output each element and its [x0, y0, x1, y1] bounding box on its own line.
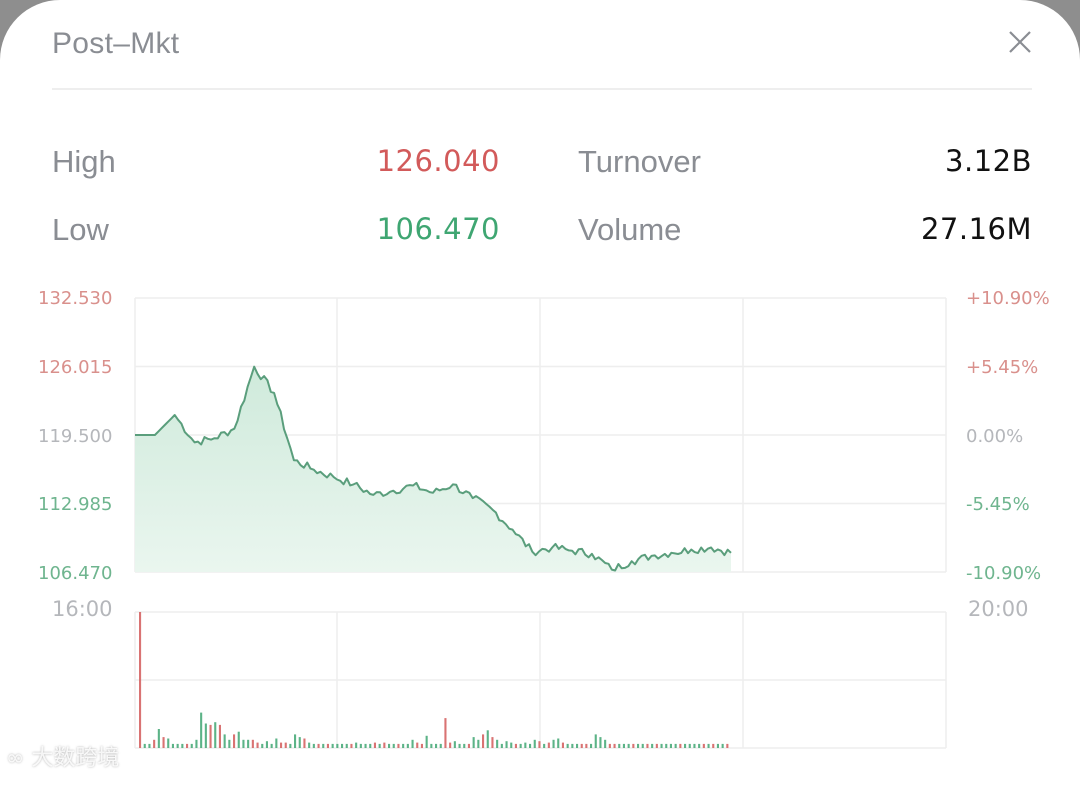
percent-axis-label: 0.00% — [966, 426, 1024, 447]
watermark-text: ∞ 大数跨境 — [6, 746, 120, 771]
price-axis-label: 126.015 — [38, 357, 113, 378]
volume-value: 27.16M — [920, 212, 1032, 246]
time-start-label: 16:00 — [52, 597, 113, 621]
high-value: 126.040 — [376, 144, 500, 178]
price-axis-label: 112.985 — [38, 494, 113, 515]
turnover-value: 3.12B — [945, 144, 1032, 178]
price-area-series — [135, 365, 732, 572]
price-axis-label: 106.470 — [38, 563, 113, 584]
volume-chart-grid — [134, 611, 947, 749]
panel-header: Post–Mkt — [52, 0, 1032, 90]
percent-axis-label: -10.90% — [966, 563, 1042, 584]
close-button[interactable] — [1008, 30, 1032, 54]
price-axis-label: 119.500 — [38, 426, 113, 447]
low-value: 106.470 — [376, 212, 500, 246]
percent-axis-label: +5.45% — [966, 357, 1039, 378]
time-end-label: 20:00 — [968, 597, 1029, 621]
volume-label: Volume — [578, 212, 682, 247]
close-icon — [1009, 31, 1031, 53]
turnover-label: Turnover — [578, 144, 701, 179]
price-axis-label: 132.530 — [38, 288, 113, 309]
high-label: High — [52, 144, 116, 179]
volume-bar-series — [139, 612, 729, 748]
panel-title: Post–Mkt — [52, 27, 180, 60]
percent-axis-label: -5.45% — [966, 494, 1030, 515]
watermark-logo-icon: ∞ — [6, 746, 25, 771]
low-label: Low — [52, 212, 109, 247]
intraday-chart[interactable] — [0, 0, 1080, 777]
percent-axis-label: +10.90% — [966, 288, 1050, 309]
